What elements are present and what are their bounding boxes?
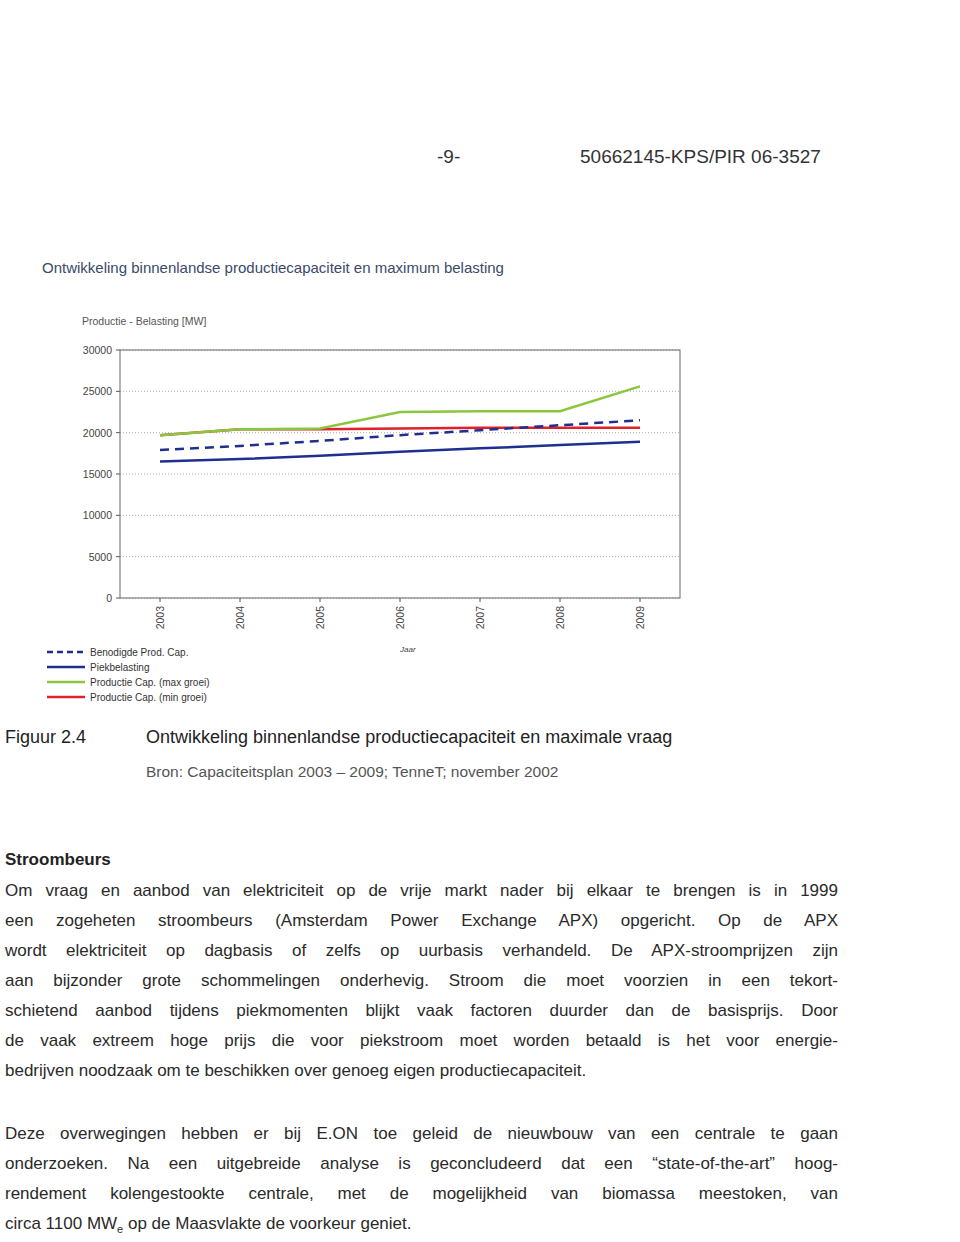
document-reference: 50662145-KPS/PIR 06-3527 (580, 146, 821, 168)
x-tick-label: 2004 (234, 606, 246, 630)
y-tick (116, 474, 120, 475)
text-line: onderzoeken. Na een uitgebreide analyse … (5, 1153, 838, 1175)
y-tick (116, 598, 120, 599)
legend-label: Productie Cap. (min groei) (90, 692, 207, 703)
x-tick (640, 598, 641, 602)
text-span: op de Maasvlakte de voorkeur geniet. (123, 1214, 411, 1233)
text-line: aan bijzonder grote schommelingen onderh… (5, 970, 838, 992)
text-line: rendement kolengestookte centrale, met d… (5, 1183, 838, 1205)
plot-frame (120, 350, 680, 598)
x-tick-label: 2003 (154, 606, 166, 630)
grid-line (120, 474, 680, 475)
legend-swatch (47, 651, 85, 654)
x-tick (240, 598, 241, 602)
y-tick-label: 30000 (83, 344, 112, 356)
x-tick-label: 2006 (394, 606, 406, 630)
figure-caption: Ontwikkeling binnenlandse productiecapac… (146, 727, 672, 748)
text-span: circa 1100 MW (5, 1214, 117, 1233)
x-tick (160, 598, 161, 602)
text-line: bedrijven noodzaak om te beschikken over… (5, 1060, 838, 1082)
x-tick (400, 598, 401, 602)
figure-source: Bron: Capaciteitsplan 2003 – 2009; Tenne… (146, 763, 558, 781)
text-line: Om vraag en aanbod van elektriciteit op … (5, 880, 838, 902)
y-tick-label: 0 (106, 592, 112, 604)
y-tick (116, 432, 120, 433)
y-tick-label: 25000 (83, 385, 112, 397)
y-axis-label: Productie - Belasting [MW] (82, 315, 206, 327)
y-tick-label: 15000 (83, 468, 112, 480)
y-tick-label: 5000 (89, 551, 113, 563)
y-tick (116, 350, 120, 351)
series-line (160, 442, 640, 462)
legend-label: Productie Cap. (max groei) (90, 677, 210, 688)
x-tick-label: 2005 (314, 606, 326, 630)
x-tick-label: 2008 (554, 606, 566, 630)
text-line: schietend aanbod tijdens piekmomenten bl… (5, 1000, 838, 1022)
legend-swatch (47, 696, 85, 699)
y-tick (116, 556, 120, 557)
grid-line (120, 556, 680, 557)
y-tick (116, 515, 120, 516)
text-line: een zogeheten stroombeurs (Amsterdam Pow… (5, 910, 838, 932)
series-line (160, 386, 640, 435)
y-tick (116, 391, 120, 392)
page-number: -9- (437, 146, 460, 168)
y-tick-label: 10000 (83, 509, 112, 521)
chart: Ontwikkeling binnenlandse productiecapac… (0, 0, 960, 720)
subscript: e (117, 1223, 123, 1235)
x-tick (560, 598, 561, 602)
chart-title: Ontwikkeling binnenlandse productiecapac… (42, 259, 504, 276)
legend-label: Piekbelasting (90, 662, 149, 673)
legend-swatch (47, 666, 85, 669)
text-line: de vaak extreem hoge prijs die voor piek… (5, 1030, 838, 1052)
x-axis-label: Jaar (399, 645, 416, 654)
legend-swatch (47, 681, 85, 684)
section-heading: Stroombeurs (5, 850, 111, 870)
x-tick (480, 598, 481, 602)
figure-label: Figuur 2.4 (5, 727, 86, 748)
x-tick (320, 598, 321, 602)
series-line (160, 420, 640, 450)
text-line: Deze overwegingen hebben er bij E.ON toe… (5, 1123, 838, 1145)
x-tick-label: 2007 (474, 606, 486, 630)
series-group (160, 386, 640, 461)
text-line: wordt elektriciteit op dagbasis of zelfs… (5, 940, 838, 962)
y-tick-label: 20000 (83, 427, 112, 439)
x-tick-label: 2009 (634, 606, 646, 630)
text-line: circa 1100 MWe op de Maasvlakte de voork… (5, 1213, 838, 1235)
grid-line (120, 515, 680, 516)
legend-label: Benodigde Prod. Cap. (90, 647, 188, 658)
grid-line (120, 391, 680, 392)
